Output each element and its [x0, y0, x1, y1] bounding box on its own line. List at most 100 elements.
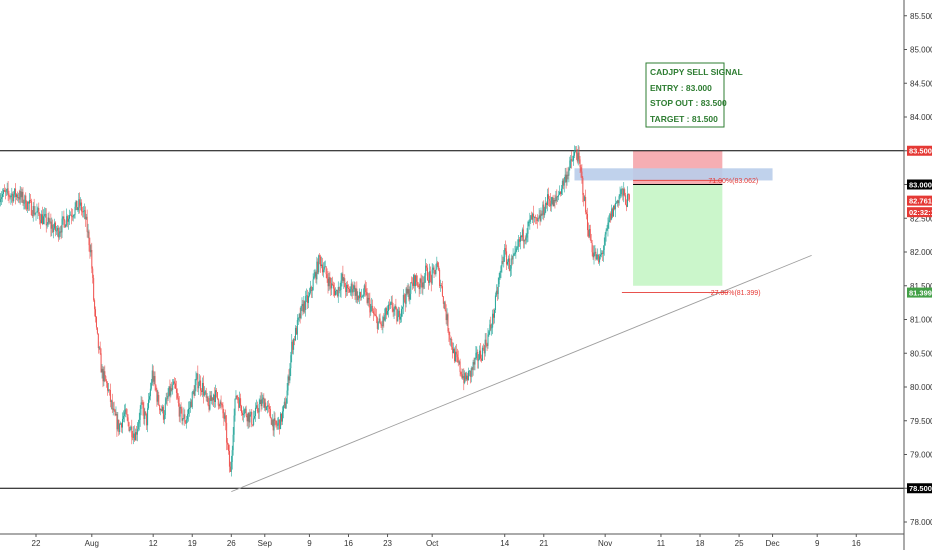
candle-body-469: [435, 269, 437, 275]
candle-body-340: [315, 272, 317, 280]
candle-body-203: [188, 408, 190, 414]
horizontal-levels: [0, 150, 904, 489]
candle-body-480: [445, 310, 447, 321]
candle-body-580: [538, 215, 540, 219]
candle-body-515: [478, 359, 480, 361]
candle-body-154: [142, 402, 144, 409]
candle-body-210: [194, 385, 196, 396]
y-tick-label-2: 84.500: [910, 79, 932, 88]
candle-body-221: [204, 391, 206, 393]
candle-body-466: [432, 267, 434, 270]
candle-body-375: [347, 288, 349, 289]
price-axis[interactable]: 85.500 85.000 84.500 84.000 83.500 83.000 82.5…: [903, 0, 932, 550]
candle-body-269: [249, 414, 251, 423]
candle-body-578: [536, 217, 538, 222]
candle-body-2: [1, 197, 3, 199]
candle-body-555: [515, 248, 517, 252]
candle-body-419: [388, 304, 390, 306]
candle-body-369: [342, 273, 344, 282]
candle-body-611: [567, 174, 569, 176]
candle-body-660: [613, 205, 615, 217]
candle-body-532: [493, 309, 495, 318]
candle-body-559: [519, 239, 521, 242]
candle-body-545: [506, 251, 508, 265]
candle-body-587: [545, 202, 547, 213]
candle-body-34: [30, 200, 32, 216]
candle-body-238: [220, 401, 222, 405]
candle-body-492: [456, 354, 458, 358]
candle-body-622: [577, 152, 579, 162]
candle-body-252: [233, 415, 235, 435]
candle-body-565: [524, 239, 526, 241]
candle-body-534: [495, 290, 497, 296]
candle-body-635: [589, 228, 591, 240]
candle-body-60: [55, 222, 57, 231]
candle-body-590: [547, 194, 549, 199]
candle-body-435: [403, 294, 405, 300]
candle-body-485: [450, 338, 452, 340]
candle-body-607: [563, 179, 565, 186]
candle-body-612: [568, 168, 570, 176]
candle-body-362: [335, 290, 337, 291]
axis-badge-0: [907, 145, 932, 156]
time-axis[interactable]: 22 Aug 12 19 26 Sep 9 16 23 Oct 14 21 Nov 11 18 25 Dec 9 1…: [0, 533, 904, 548]
candle-body-313: [290, 355, 292, 369]
candle-body-251: [232, 434, 234, 451]
candle-body-406: [376, 317, 378, 329]
candle-body-70: [64, 220, 66, 228]
candle-body-655: [608, 220, 610, 223]
candle-body-127: [117, 419, 119, 430]
candle-body-149: [137, 423, 139, 429]
candle-body-56: [51, 224, 53, 229]
x-tick-label-0: 22: [32, 539, 41, 548]
candle-body-415: [385, 308, 387, 316]
candle-body-307: [284, 401, 286, 409]
candle-body-338: [313, 276, 315, 280]
candle-body-610: [566, 174, 568, 183]
candle-body-241: [223, 413, 225, 419]
candle-body-322: [298, 313, 300, 318]
candle-body-631: [586, 212, 588, 215]
candle-body-564: [523, 239, 525, 242]
candle-body-237: [219, 401, 221, 407]
candle-body-432: [400, 308, 402, 317]
candle-body-331: [307, 295, 309, 303]
candle-body-563: [522, 229, 524, 242]
candle-body-232: [214, 390, 216, 402]
candle-body-669: [621, 188, 623, 190]
x-tick-label-1: Aug: [85, 539, 99, 548]
candle-body-106: [97, 333, 99, 349]
candle-body-394: [365, 289, 367, 293]
candle-body-656: [609, 213, 611, 221]
candle-body-263: [243, 409, 245, 415]
candle-body-168: [155, 385, 157, 391]
candle-body-129: [119, 424, 121, 432]
candle-body-647: [600, 252, 602, 255]
x-tick-label-3: 19: [188, 539, 197, 548]
candle-body-240: [222, 405, 224, 414]
candle-body-14: [12, 193, 14, 202]
candle-body-95: [87, 231, 89, 233]
candle-body-423: [392, 308, 394, 312]
candle-body-606: [562, 180, 564, 186]
candle-body-325: [301, 304, 303, 307]
candle-body-216: [200, 380, 202, 391]
candle-body-351: [325, 266, 327, 275]
candle-body-652: [605, 230, 607, 235]
candle-body-498: [462, 376, 464, 379]
candle-body-90: [82, 211, 84, 213]
candle-body-396: [367, 297, 369, 303]
candle-body-273: [253, 418, 255, 426]
candle-body-557: [517, 246, 519, 248]
candle-body-541: [502, 261, 504, 262]
x-tick-label-9: Oct: [426, 539, 439, 548]
candle-body-659: [612, 208, 614, 217]
candle-body-206: [190, 401, 192, 408]
candle-body-239: [221, 404, 223, 406]
axis-badge-label-3: 02:32:13: [909, 208, 932, 217]
candle-body-389: [361, 296, 362, 298]
candle-body-169: [156, 390, 158, 402]
candle-body-194: [179, 406, 181, 417]
candle-body-630: [585, 196, 587, 213]
